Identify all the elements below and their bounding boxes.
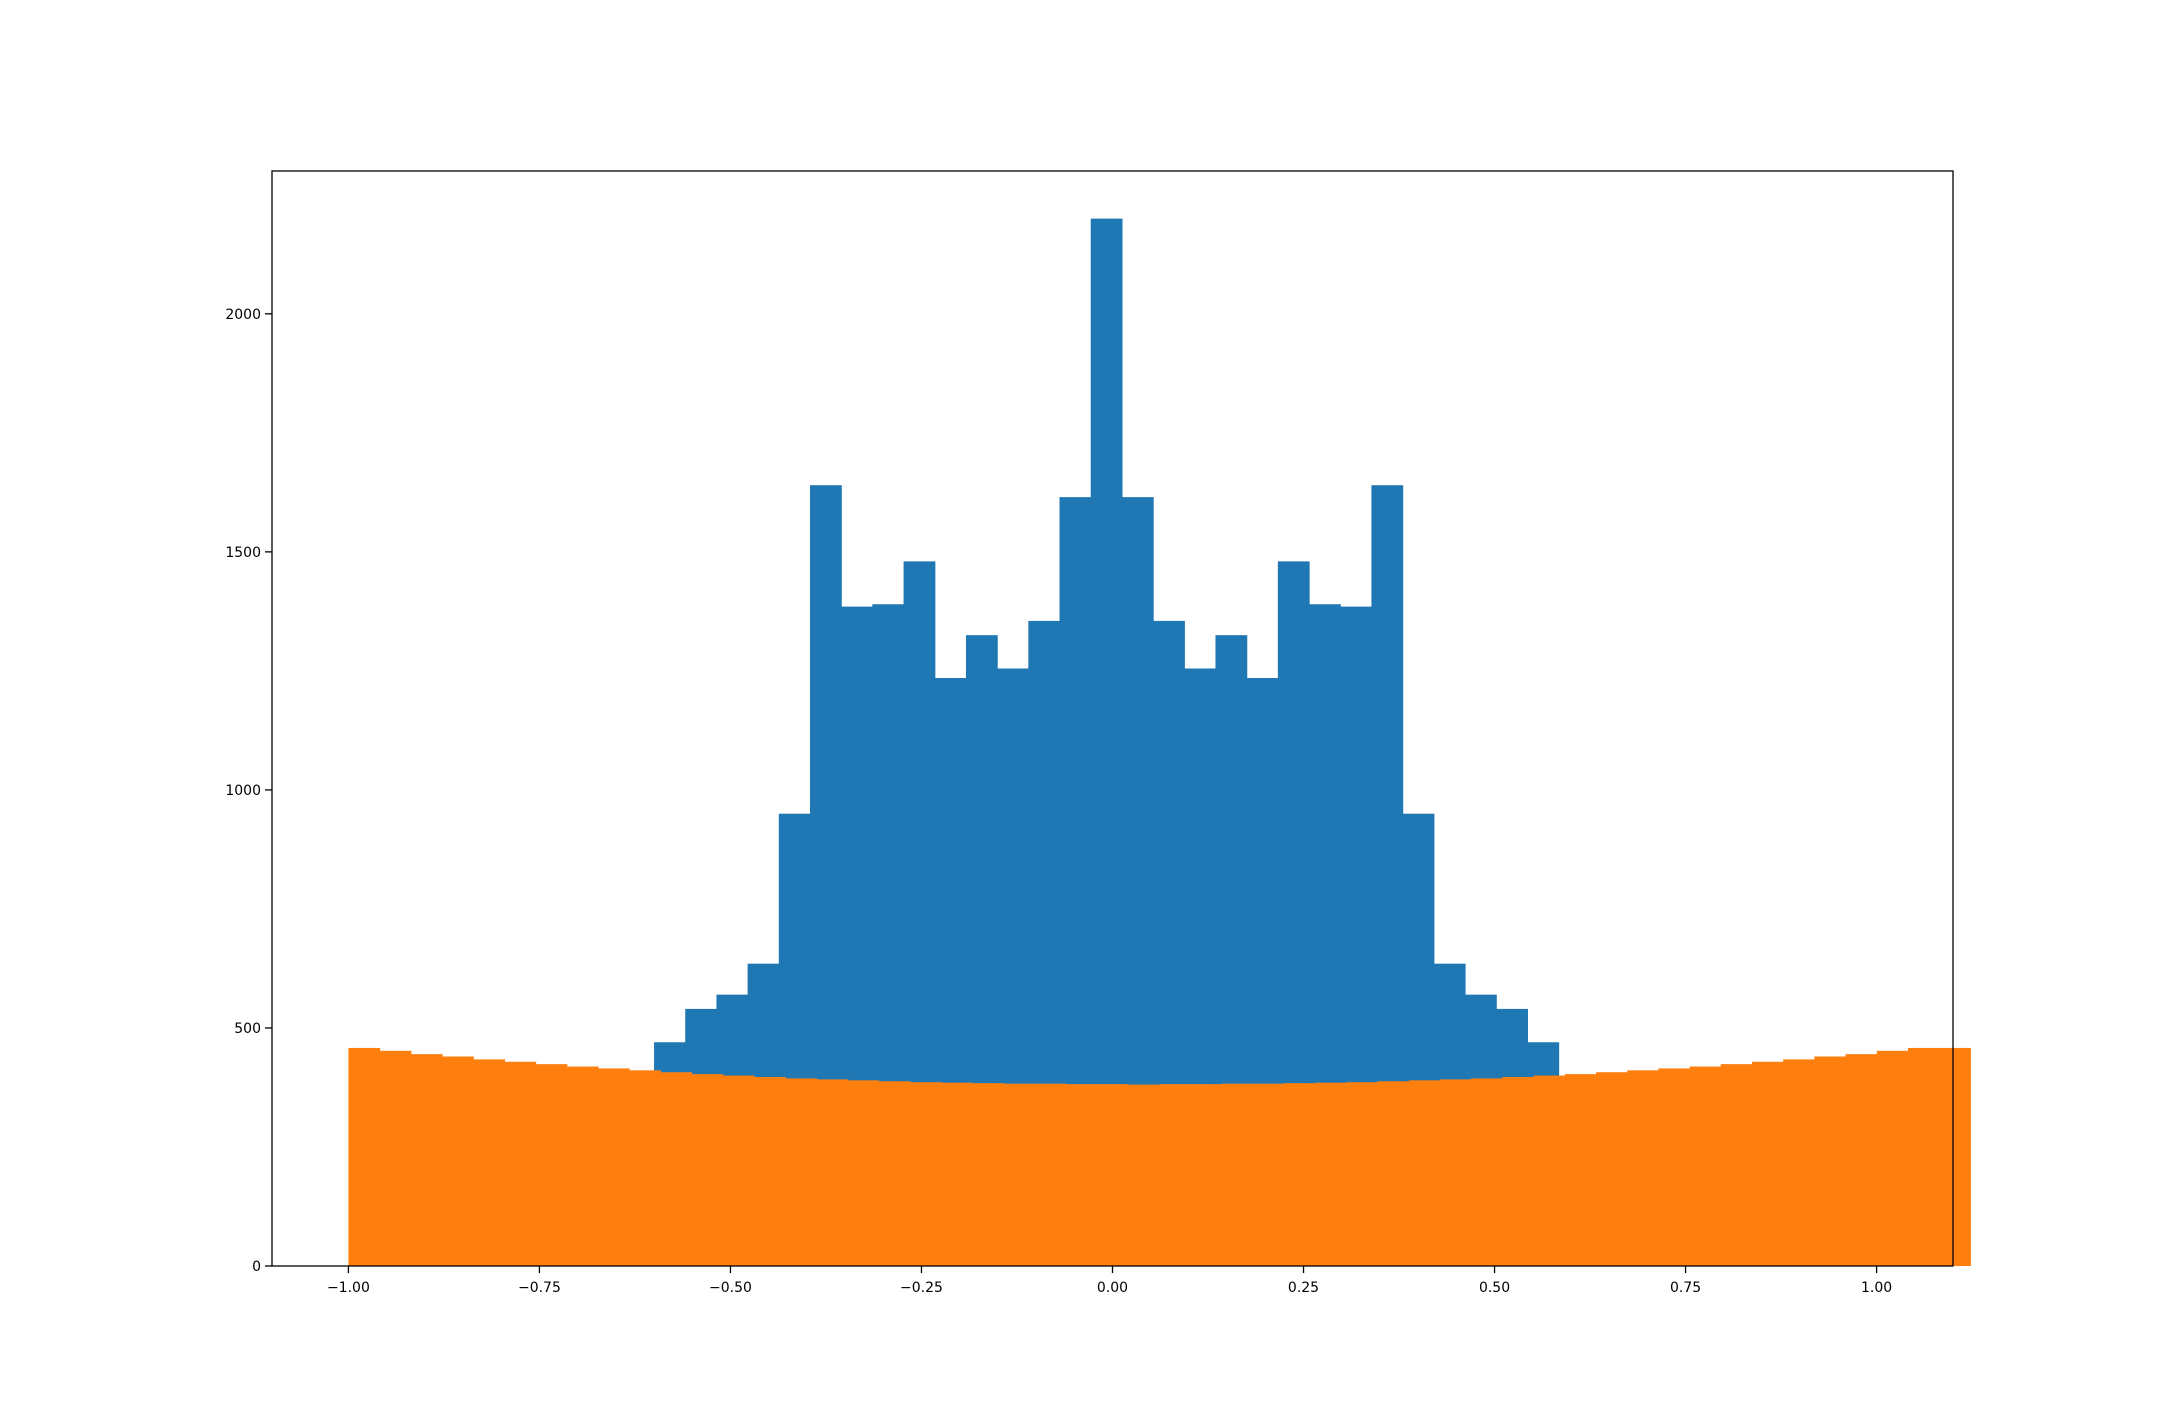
histogram-bar [379,1050,412,1266]
histogram-bar [597,1068,630,1266]
histogram-bar [1221,1083,1254,1266]
histogram-bar [1564,1074,1597,1266]
histogram-bar [1408,1080,1441,1266]
histogram-bar [1627,1070,1659,1266]
histogram-bar [1346,1082,1379,1266]
histogram-bar [441,1056,474,1266]
histogram-bar [566,1066,599,1266]
x-tick-label: 0.75 [1670,1280,1701,1296]
histogram-bar [1128,1084,1160,1266]
histogram-bar [473,1059,505,1266]
histogram-bar [348,1047,381,1266]
x-tick-label: 1.00 [1861,1280,1892,1296]
x-tick-label: −0.25 [900,1280,943,1296]
x-tick-label: 0.25 [1288,1280,1319,1296]
histogram-bar [1533,1075,1566,1266]
x-tick-label: 0.50 [1479,1280,1510,1296]
x-tick-label: −0.75 [518,1280,561,1296]
histogram-bar [847,1080,880,1266]
histogram-bar [691,1074,724,1266]
y-tick-label: 500 [234,1021,261,1037]
histogram-bar [1907,1047,1940,1266]
histogram-bar [785,1078,817,1266]
histogram-bar [722,1075,755,1266]
y-tick-label: 1000 [225,783,261,799]
histogram-bar [1502,1076,1535,1266]
histogram-bar [410,1054,443,1266]
histogram-bar [1377,1081,1410,1266]
histogram-bar [1845,1054,1878,1266]
x-tick-label: 0.00 [1097,1280,1128,1296]
histogram-bar [629,1070,661,1266]
x-axis: −1.00 −0.75 −0.50 −0.25 0.00 0.25 0.50 0.75 1.00 [327,1266,1892,1296]
histogram-bar [1939,1047,1971,1266]
histogram-bar [1190,1084,1223,1266]
histogram-bar [1252,1083,1285,1266]
histogram-bar [1814,1056,1847,1266]
histogram-bar [504,1061,537,1266]
histogram-bar [1159,1084,1192,1266]
y-tick-label: 1500 [225,545,261,561]
histogram-bar [941,1082,973,1266]
histogram-bar [1065,1084,1098,1266]
histogram-bar [1751,1061,1784,1266]
y-tick-label: 0 [252,1259,261,1275]
bars-layer [348,218,1971,1267]
histogram-bar [1096,1084,1129,1266]
histogram-bar [816,1079,849,1266]
histogram-bar [878,1081,911,1266]
histogram-bar [972,1083,1004,1266]
series-1 [348,1047,1971,1266]
histogram-bar [660,1072,693,1266]
x-tick-label: −1.00 [327,1280,370,1296]
histogram-bar [1876,1050,1909,1266]
y-axis: 0 500 1000 1500 2000 [225,307,272,1275]
histogram-bar [1471,1078,1504,1266]
histogram-bar [1720,1064,1753,1266]
histogram-bar [535,1064,568,1266]
histogram-bar [909,1082,942,1266]
histogram-bar [1783,1059,1815,1266]
histogram-bar [1003,1083,1036,1266]
x-tick-label: −0.50 [709,1280,752,1296]
histogram-bar [1440,1079,1472,1266]
histogram-bar [1034,1083,1067,1266]
histogram-bar [1284,1083,1316,1266]
histogram-bar [1596,1072,1628,1266]
y-tick-label: 2000 [225,307,261,323]
histogram-bar [1689,1066,1722,1266]
histogram-bar [1658,1068,1691,1266]
histogram-bar [753,1076,786,1266]
histogram-bar [1315,1082,1348,1266]
